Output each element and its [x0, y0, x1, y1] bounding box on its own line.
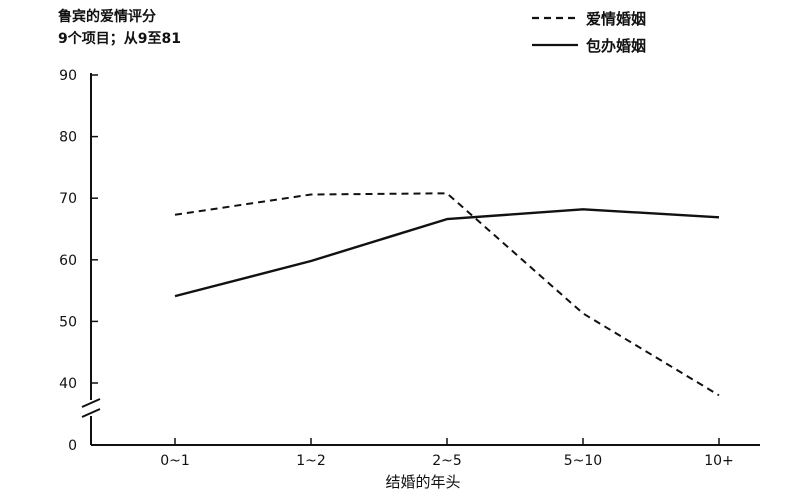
series-lines	[174, 192, 720, 397]
x-tick-label: 5~10	[564, 453, 602, 469]
chart-subtitle: 9个项目；从9至81	[58, 31, 181, 47]
x-axis-ticks: 0~1 1~2 2~5 5~10 10+	[160, 438, 734, 469]
axis-break-mark	[81, 408, 101, 418]
x-tick-label: 1~2	[296, 453, 326, 469]
x-tick-label: 10+	[704, 453, 734, 469]
x-tick-label: 2~5	[432, 453, 462, 469]
y-tick-label: 90	[59, 68, 77, 84]
legend-label: 爱情婚姻	[586, 10, 646, 28]
y-tick-label: 80	[59, 130, 77, 146]
x-axis-label: 结婚的年头	[385, 473, 460, 491]
y-tick-label: 70	[59, 191, 77, 207]
x-tick-label: 0~1	[160, 453, 190, 469]
y-tick-label: 0	[68, 438, 77, 454]
y-tick-label: 60	[59, 253, 77, 269]
chart-title: 鲁宾的爱情评分	[58, 9, 156, 25]
axis-break-mark	[81, 398, 101, 408]
y-tick-label: 50	[59, 314, 77, 330]
series-line-love-marriage	[174, 192, 720, 397]
axes	[81, 73, 760, 446]
series-line-arranged-marriage	[174, 208, 720, 298]
y-axis-ticks: 0 40 50 60 70 80 90	[59, 68, 98, 454]
legend-label: 包办婚姻	[586, 37, 646, 55]
y-tick-label: 40	[59, 376, 77, 392]
